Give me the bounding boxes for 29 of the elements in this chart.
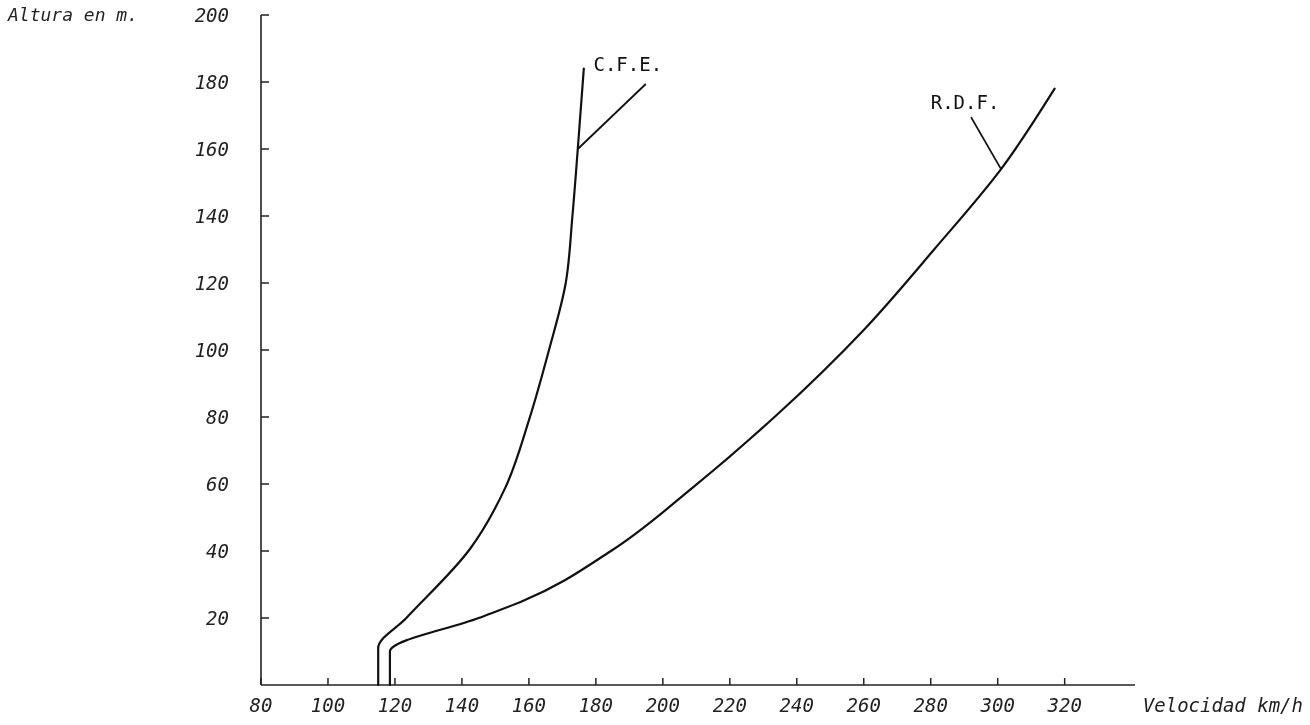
y-tick-label: 180	[194, 70, 229, 93]
y-tick-label: 40	[206, 539, 229, 562]
line-series	[388, 87, 1056, 687]
y-tick-label: 20	[206, 606, 229, 629]
x-tick-label: 180	[578, 694, 614, 716]
x-tick-label: 320	[1046, 694, 1082, 716]
x-axis-title: Velocidad km/h	[1142, 694, 1303, 716]
x-tick-label: 160	[511, 694, 547, 716]
x-tick-label: 300	[979, 694, 1015, 716]
y-tick-label: 140	[194, 204, 229, 227]
x-tick-label: 200	[645, 694, 680, 716]
x-tick-label: 240	[779, 694, 814, 716]
x-tick-label: 100	[310, 694, 346, 716]
x-tick-label: 120	[377, 694, 413, 716]
series-label: C.F.E.	[593, 53, 663, 75]
y-tick-label: 160	[194, 137, 229, 160]
y-tick-label: 80	[206, 405, 229, 428]
x-tick-label: 260	[846, 694, 881, 716]
x-tick-label: 280	[913, 694, 948, 716]
y-tick-label: 200	[194, 3, 229, 26]
y-axis-title: Altura en m.	[7, 4, 139, 26]
y-tick-label: 120	[194, 271, 229, 294]
x-tick-label: 140	[444, 694, 480, 716]
series-label: R.D.F.	[930, 91, 1000, 114]
y-tick-label: 100	[194, 338, 229, 361]
x-tick-label: 220	[712, 694, 747, 716]
line-series	[377, 67, 585, 687]
y-tick-label: 60	[206, 472, 229, 495]
x-tick-label: 80	[249, 694, 273, 716]
